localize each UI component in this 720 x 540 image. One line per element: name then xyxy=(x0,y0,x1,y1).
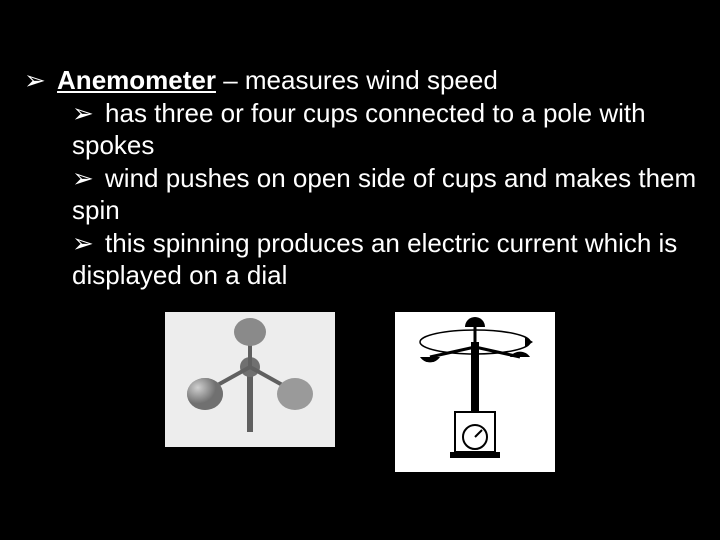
sub-bullet-item: ➢ has three or four cups connected to a … xyxy=(72,97,700,162)
bullet-icon: ➢ xyxy=(72,162,94,195)
definition-text: – measures wind speed xyxy=(216,65,498,95)
bullet-icon: ➢ xyxy=(24,64,46,97)
main-bullet-item: ➢ Anemometer – measures wind speed xyxy=(24,64,700,97)
sub-bullet-item: ➢ wind pushes on open side of cups and m… xyxy=(72,162,700,227)
slide-title: Weather Forecasting Tools xyxy=(20,12,700,46)
bullet-icon: ➢ xyxy=(72,227,94,260)
sub-text: wind pushes on open side of cups and mak… xyxy=(72,163,696,226)
sub-bullet-list: ➢ has three or four cups connected to a … xyxy=(72,97,700,292)
sub-bullet-item: ➢ this spinning produces an electric cur… xyxy=(72,227,700,292)
sub-text: has three or four cups connected to a po… xyxy=(72,98,646,161)
anemometer-photo xyxy=(165,312,335,447)
slide-content: ➢ Anemometer – measures wind speed ➢ has… xyxy=(20,64,700,292)
sub-text: this spinning produces an electric curre… xyxy=(72,228,677,291)
anemometer-diagram xyxy=(395,312,555,472)
term-label: Anemometer xyxy=(57,65,216,95)
image-row xyxy=(20,312,700,472)
bullet-icon: ➢ xyxy=(72,97,94,130)
